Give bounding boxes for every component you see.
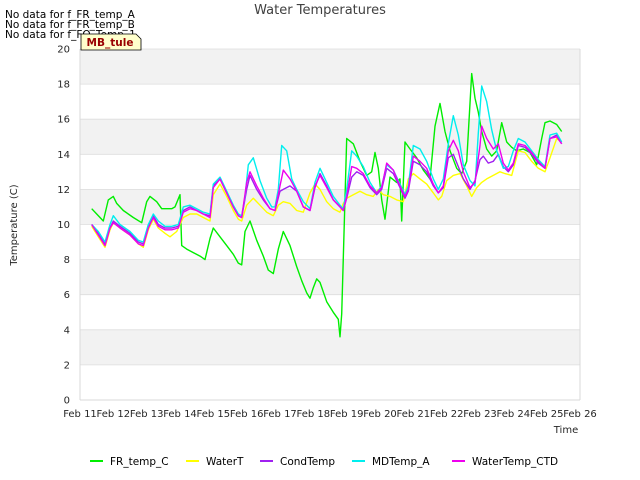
- series-line-MDTemp_A: [91, 85, 563, 243]
- plot-band: [80, 49, 580, 85]
- x-tick-label: Feb 24: [497, 409, 531, 420]
- y-tick-label: 16: [57, 115, 70, 126]
- x-tick-label: Feb 14: [163, 409, 197, 420]
- series-line-WaterT: [91, 137, 563, 249]
- y-axis-title: Temperature (C): [9, 184, 20, 266]
- y-tick-label: 8: [64, 255, 70, 266]
- x-tick-label: Feb 22: [430, 409, 464, 420]
- legend-label: CondTemp: [280, 456, 335, 468]
- x-tick-label: Feb 16: [230, 409, 264, 420]
- plot-band: [80, 189, 580, 225]
- plot-band: [80, 329, 580, 365]
- legend-label: MDTemp_A: [372, 456, 430, 468]
- series-lines: [91, 72, 563, 338]
- legend-item: WaterT: [186, 456, 244, 468]
- legend-item: FR_temp_C: [90, 456, 169, 468]
- y-tick-label: 20: [57, 45, 70, 56]
- legend-label: WaterT: [206, 456, 244, 468]
- x-tick-labels: Feb 11 Feb 12 Feb 13 Feb 14 Feb 15 Feb 16 Feb …: [63, 409, 597, 420]
- x-tick-label: Feb 19: [330, 409, 364, 420]
- y-tick-labels: 0 2 4 6 8 10 12 14 16 18 20: [57, 45, 70, 407]
- x-tick-label: Feb 18: [297, 409, 331, 420]
- x-tick-label: Feb 21: [397, 409, 431, 420]
- plot-band: [80, 259, 580, 295]
- y-tick-label: 2: [64, 360, 70, 371]
- x-tick-label: Feb 12: [97, 409, 131, 420]
- x-tick-label: Feb 15: [197, 409, 231, 420]
- no-data-message-1: No data for f_FR_temp_A: [5, 9, 135, 21]
- x-axis-title: Time: [553, 425, 578, 436]
- x-tick-label: Feb 26: [563, 409, 597, 420]
- x-tick-label: Feb 17: [263, 409, 297, 420]
- y-tick-label: 6: [64, 290, 70, 301]
- axes: [79, 49, 581, 401]
- legend-label: FR_temp_C: [110, 456, 169, 468]
- legend-label: WaterTemp_CTD: [472, 456, 558, 468]
- x-tick-label: Feb 13: [130, 409, 164, 420]
- series-line-FR_temp_C: [91, 72, 563, 338]
- y-tick-label: 0: [64, 396, 70, 407]
- chart-title: Water Temperatures: [254, 3, 386, 18]
- y-tick-label: 4: [64, 325, 70, 336]
- legend-item: MDTemp_A: [352, 456, 430, 468]
- legend-item: CondTemp: [260, 456, 335, 468]
- series-line-WaterTemp_CTD: [91, 125, 563, 247]
- legend: FR_temp_C WaterT CondTemp MDTemp_A WaterTemp…: [90, 456, 558, 468]
- x-tick-label: Feb 23: [463, 409, 497, 420]
- x-tick-label: Feb 20: [363, 409, 397, 420]
- y-tick-label: 10: [57, 220, 70, 231]
- legend-item: WaterTemp_CTD: [452, 456, 558, 468]
- y-tick-label: 18: [57, 80, 70, 91]
- x-tick-label: Feb 11: [63, 409, 97, 420]
- y-tick-label: 14: [57, 150, 70, 161]
- annotation-box: MB_tule: [80, 33, 142, 51]
- x-tick-label: Feb 25: [530, 409, 564, 420]
- y-tick-label: 12: [57, 185, 70, 196]
- annotation-label: MB_tule: [87, 37, 134, 49]
- no-data-message-2: No data for f_FR_temp_B: [5, 19, 135, 31]
